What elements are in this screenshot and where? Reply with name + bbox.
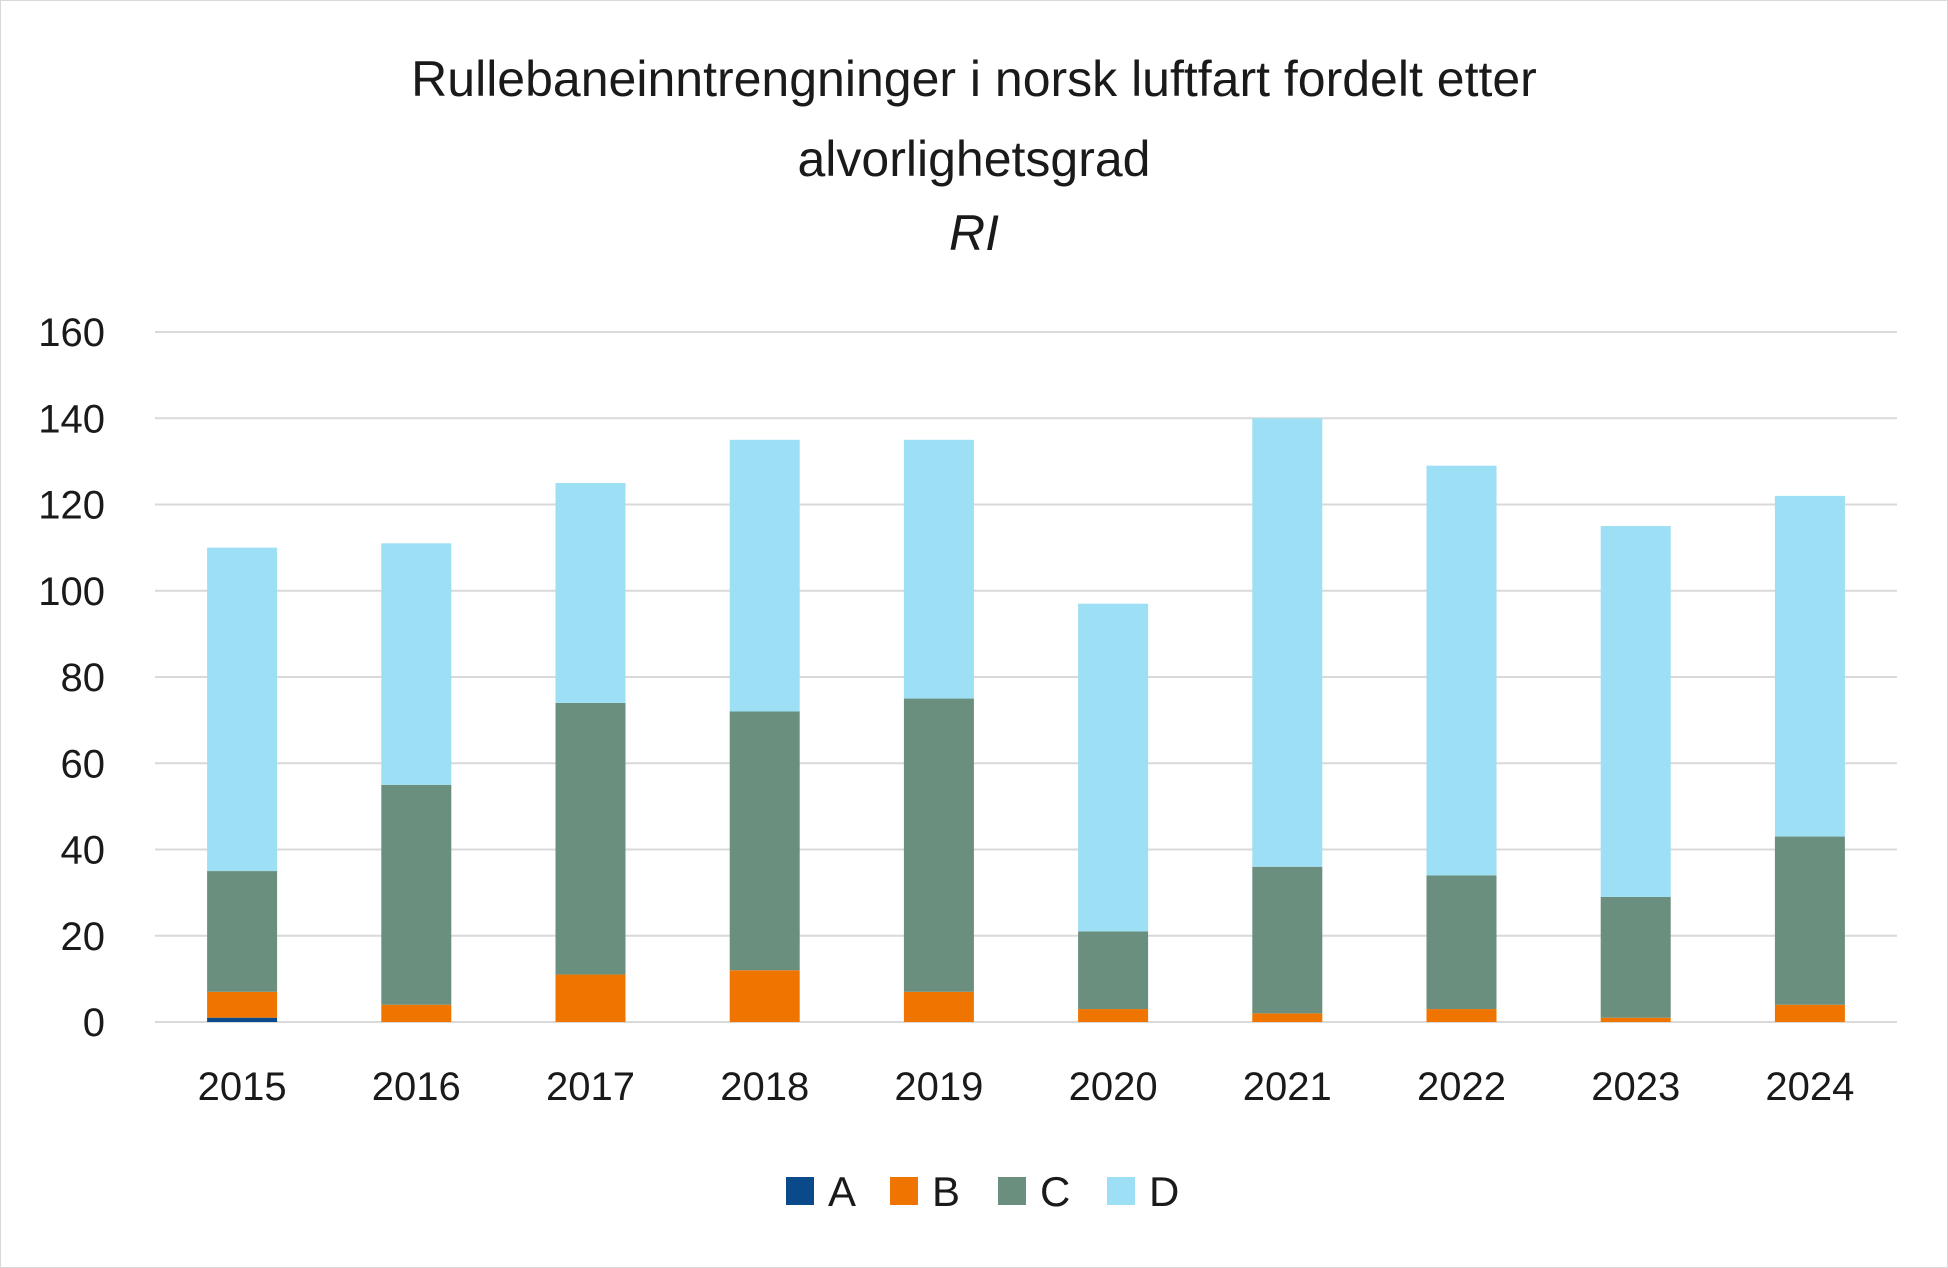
x-tick-label: 2019 <box>894 1065 983 1109</box>
y-tick-label: 140 <box>38 397 105 441</box>
y-tick-label: 40 <box>61 829 106 873</box>
y-tick-label: 160 <box>38 311 105 355</box>
y-tick-label: 60 <box>61 742 106 786</box>
bar-2019-c <box>903 698 974 992</box>
legend-label-a: A <box>828 1168 856 1215</box>
y-tick-label: 120 <box>38 484 105 528</box>
bar-2020-c <box>1078 931 1149 1010</box>
bar-2021-d <box>1252 418 1323 867</box>
bar-2018-d <box>729 439 800 712</box>
x-tick-label: 2016 <box>372 1065 461 1109</box>
bar-2023-c <box>1600 896 1671 1018</box>
bar-2019-d <box>903 439 974 699</box>
legend-swatch-a <box>786 1177 814 1205</box>
bar-2015-c <box>207 871 278 992</box>
y-tick-label: 20 <box>61 915 106 959</box>
legend-label-c: C <box>1040 1168 1070 1215</box>
y-tick-label: 0 <box>83 1001 105 1045</box>
bar-2024-d <box>1774 495 1845 837</box>
bar-2023-d <box>1600 526 1671 897</box>
bar-2015-a <box>207 1017 278 1022</box>
x-tick-label: 2024 <box>1765 1065 1854 1109</box>
y-tick-label: 80 <box>61 656 106 700</box>
bar-2024-c <box>1774 836 1845 1005</box>
bar-2021-b <box>1252 1013 1323 1022</box>
bar-2023-b <box>1600 1017 1671 1022</box>
bar-2021-c <box>1252 866 1323 1014</box>
bar-2015-d <box>207 547 278 872</box>
chart-subtitle: RI <box>949 205 999 261</box>
x-tick-label: 2023 <box>1591 1065 1680 1109</box>
bar-2018-b <box>729 970 800 1022</box>
bar-2022-b <box>1426 1009 1497 1022</box>
x-tick-label: 2017 <box>546 1065 635 1109</box>
y-axis-ticks: 0 20 40 60 80 100 120 140 160 <box>38 311 105 1045</box>
bar-2016-d <box>381 543 452 785</box>
bar-2018-c <box>729 711 800 971</box>
bars <box>207 418 1845 1022</box>
x-tick-label: 2022 <box>1417 1065 1506 1109</box>
bar-2017-d <box>555 482 626 703</box>
x-tick-label: 2015 <box>198 1065 287 1109</box>
legend-label-b: B <box>932 1168 960 1215</box>
legend-swatch-d <box>1107 1177 1135 1205</box>
x-axis-ticks: 2015 2016 2017 2018 2019 2020 2021 2022 2023 2024 <box>198 1065 1855 1109</box>
legend: A B C D <box>786 1168 1179 1215</box>
x-tick-label: 2021 <box>1243 1065 1332 1109</box>
bar-2017-c <box>555 702 626 975</box>
bar-2016-c <box>381 784 452 1005</box>
bar-2019-b <box>903 991 974 1022</box>
chart-title-line-2: alvorlighetsgrad <box>798 131 1151 187</box>
x-tick-label: 2018 <box>720 1065 809 1109</box>
bar-2017-b <box>555 974 626 1022</box>
legend-swatch-c <box>998 1177 1026 1205</box>
bar-2020-d <box>1078 603 1149 932</box>
y-tick-label: 100 <box>38 570 105 614</box>
legend-label-d: D <box>1149 1168 1179 1215</box>
x-tick-label: 2020 <box>1069 1065 1158 1109</box>
chart-title-line-1: Rullebaneinntrengninger i norsk luftfart… <box>411 51 1537 107</box>
bar-2022-d <box>1426 465 1497 876</box>
bar-2020-b <box>1078 1009 1149 1022</box>
bar-2024-b <box>1774 1004 1845 1022</box>
bar-2022-c <box>1426 875 1497 1010</box>
legend-swatch-b <box>890 1177 918 1205</box>
bar-2016-b <box>381 1004 452 1022</box>
bar-2015-b <box>207 991 278 1018</box>
